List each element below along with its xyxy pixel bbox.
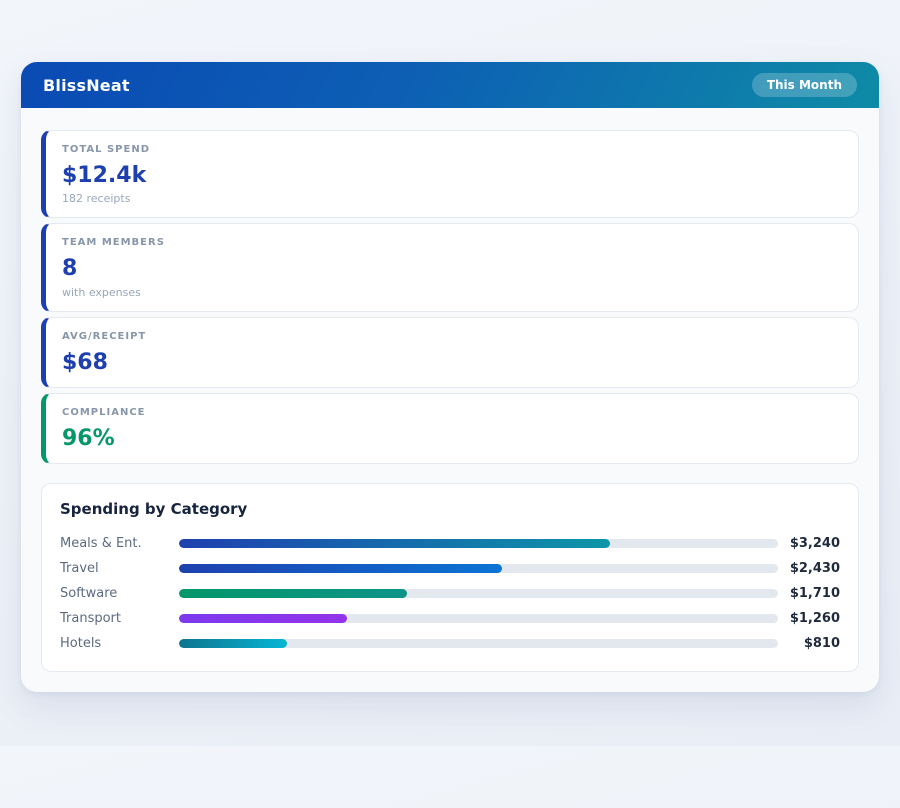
category-amount: $3,240	[789, 536, 840, 552]
stat-card-compliance: COMPLIANCE 96%	[41, 392, 859, 465]
bar-track	[179, 539, 778, 549]
app-title: BlissNeat	[43, 75, 130, 95]
category-row-transport: Transport $1,260	[60, 606, 840, 631]
category-row-meals: Meals & Ent. $3,240	[60, 531, 840, 556]
category-amount: $2,430	[789, 561, 840, 577]
bar-track	[179, 564, 778, 574]
category-amount: $810	[803, 636, 840, 652]
stat-value: 96%	[62, 425, 115, 451]
stat-label: AVG/RECEIPT	[62, 330, 147, 342]
stat-card-team-members: TEAM MEMBERS 8 with expenses	[41, 223, 859, 312]
category-amount: $1,710	[789, 586, 840, 602]
stat-sub: with expenses	[62, 285, 141, 299]
stat-value: $12.4k	[62, 163, 147, 188]
category-row-travel: Travel $2,430	[60, 556, 840, 581]
stats-list: TOTAL SPEND $12.4k 182 receipts TEAM MEM…	[41, 130, 859, 465]
category-label: Transport	[60, 611, 122, 627]
app-header: BlissNeat This Month	[21, 62, 879, 108]
chart-title: Spending by Category	[60, 500, 248, 519]
stat-card-avg-receipt: AVG/RECEIPT $68	[41, 316, 859, 388]
stat-card-total-spend: TOTAL SPEND $12.4k 182 receipts	[41, 130, 859, 219]
stat-value: $68	[62, 349, 108, 375]
stat-sub: 182 receipts	[62, 192, 131, 206]
bar-track	[179, 589, 778, 599]
stat-value: 8	[62, 256, 78, 282]
stat-label: TEAM MEMBERS	[62, 237, 165, 249]
spending-by-category-card: Spending by Category Meals & Ent. $3,240…	[41, 483, 859, 673]
dashboard-panel: BlissNeat This Month TOTAL SPEND $12.4k …	[21, 62, 879, 693]
bar-track	[179, 614, 778, 624]
dashboard-content: TOTAL SPEND $12.4k 182 receipts TEAM MEM…	[21, 108, 879, 692]
bar-fill	[179, 589, 407, 599]
category-rows: Meals & Ent. $3,240 Travel $2,430 Softwa…	[60, 531, 840, 656]
category-row-hotels: Hotels $810	[60, 631, 840, 656]
category-label: Software	[60, 586, 118, 602]
category-label: Meals & Ent.	[60, 536, 142, 552]
bar-track	[179, 639, 778, 649]
category-label: Travel	[60, 561, 99, 577]
period-badge[interactable]: This Month	[751, 73, 857, 97]
bar-fill	[179, 539, 611, 549]
stat-label: TOTAL SPEND	[62, 144, 150, 155]
bar-fill	[179, 564, 503, 574]
category-amount: $1,260	[789, 611, 840, 627]
stat-label: COMPLIANCE	[62, 406, 146, 418]
bar-fill	[179, 614, 347, 624]
category-label: Hotels	[60, 636, 102, 652]
category-row-software: Software $1,710	[60, 581, 840, 606]
bar-fill	[179, 639, 287, 649]
